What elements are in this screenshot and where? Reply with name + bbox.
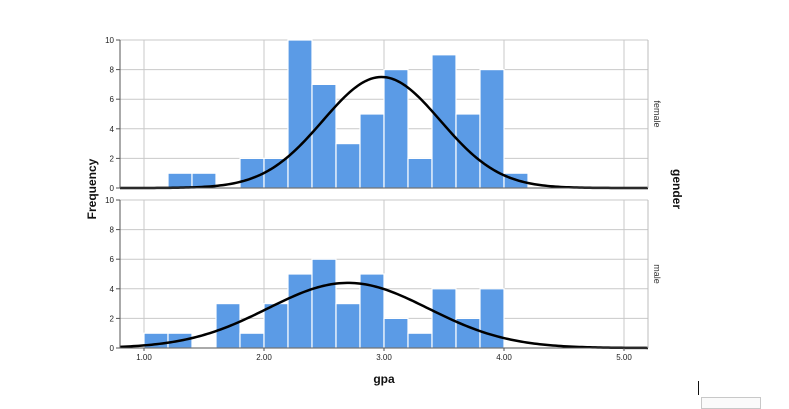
histogram-bar <box>455 317 481 349</box>
histogram-bar <box>383 68 409 189</box>
histogram-bar <box>383 317 409 349</box>
corner-widget[interactable] <box>701 397 761 409</box>
plot-layer: 0 2 4 6 8 10 female 0 2 4 6 8 10 male 1.00 2.00 3.00 4.00… <box>105 36 662 362</box>
panel-female: 0 2 4 6 8 10 female <box>105 36 662 193</box>
histogram-bar <box>239 157 265 189</box>
y-tick-label: 0 <box>110 344 115 353</box>
y-tick-label: 0 <box>110 184 115 193</box>
y-tick-label: 8 <box>110 66 115 75</box>
panel-male: 0 2 4 6 8 10 male <box>105 196 662 353</box>
text-cursor <box>698 381 699 395</box>
histogram-bar <box>407 332 433 349</box>
x-tick-label: 2.00 <box>256 353 272 362</box>
histogram-bar <box>311 258 337 349</box>
histogram-bar <box>239 332 265 349</box>
y-tick-label: 10 <box>105 36 114 45</box>
histogram-bar <box>431 54 457 189</box>
histogram-bar <box>431 288 457 349</box>
histogram-bar <box>287 273 313 349</box>
x-tick-label: 4.00 <box>496 353 512 362</box>
y-tick-label: 4 <box>110 125 115 134</box>
histogram-bar <box>167 172 193 189</box>
y-tick-label: 6 <box>110 255 115 264</box>
x-axis-title: gpa <box>373 372 395 386</box>
y-axis-title: Frequency <box>85 158 99 219</box>
x-tick-label: 3.00 <box>376 353 392 362</box>
normal-curve <box>119 281 649 350</box>
x-tick-label: 5.00 <box>616 353 632 362</box>
facet-label-female: female <box>652 100 662 127</box>
x-tick-label: 1.00 <box>136 353 152 362</box>
y-tick-label: 8 <box>110 226 115 235</box>
y-tick-label: 6 <box>110 95 115 104</box>
histogram-bar <box>407 157 433 189</box>
histogram-bar <box>263 303 289 349</box>
histogram-bar <box>311 83 337 189</box>
histogram-bar <box>359 113 385 189</box>
y-tick-label: 2 <box>110 154 115 163</box>
histogram-bar <box>335 143 361 189</box>
y-tick-label: 4 <box>110 285 115 294</box>
normal-curve <box>120 75 648 190</box>
histogram-bar <box>335 303 361 349</box>
histogram-bar <box>263 157 289 189</box>
histogram-bar <box>287 39 313 189</box>
y-tick-label: 2 <box>110 314 115 323</box>
facet-label-male: male <box>652 264 662 284</box>
histogram-bar <box>479 288 505 349</box>
y-tick-label: 10 <box>105 196 114 205</box>
facet-axis-title: gender <box>670 169 684 209</box>
